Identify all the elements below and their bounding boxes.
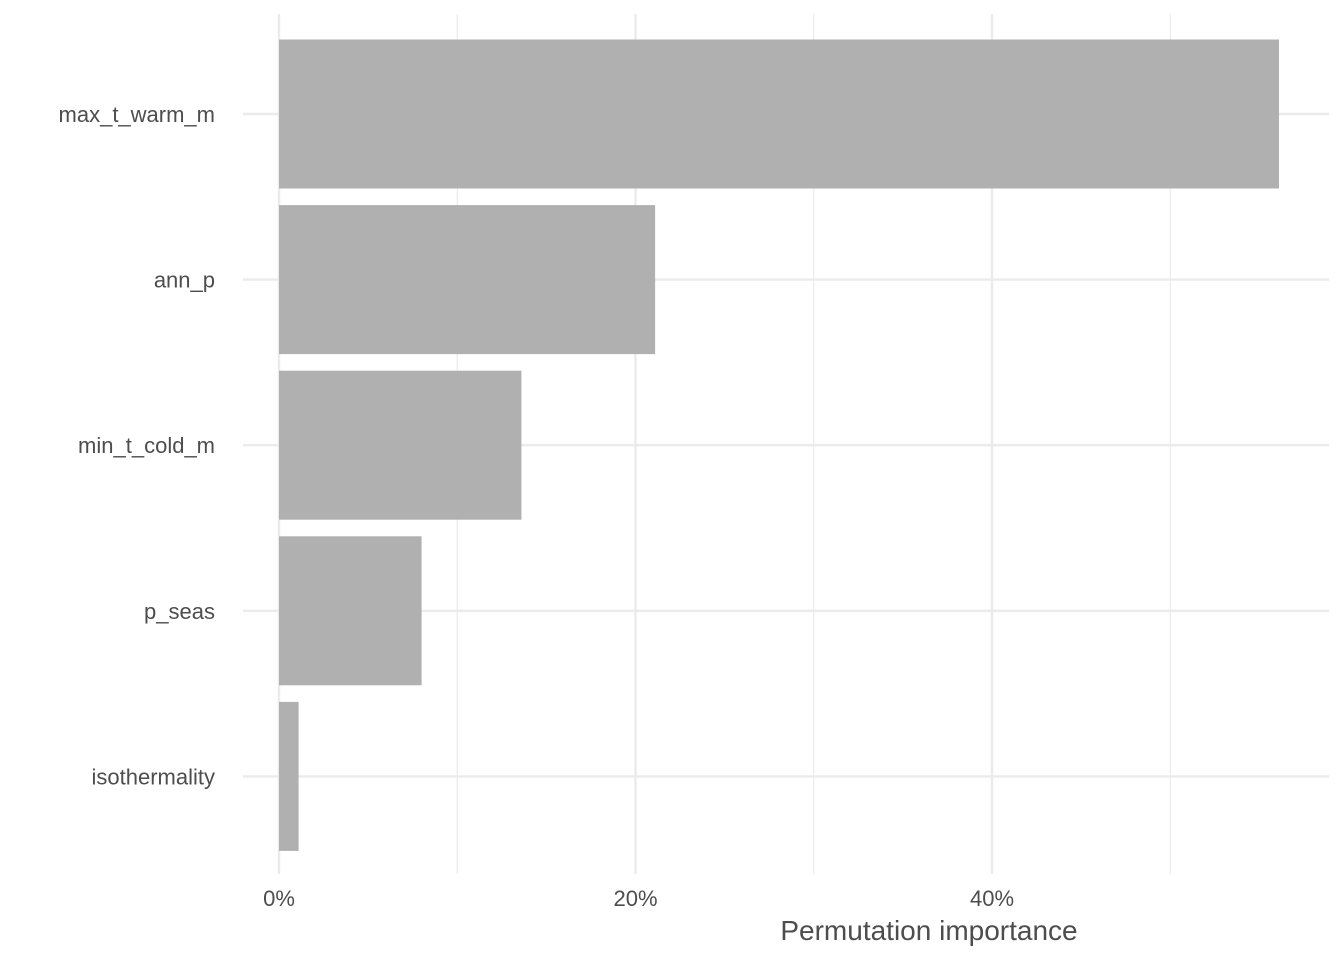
bar-min-t-cold-m [279, 370, 522, 520]
x-tick-label: 40% [970, 886, 1014, 911]
bar-ann-p [279, 205, 656, 355]
bar-p-seas [279, 536, 422, 686]
bars [279, 39, 1279, 851]
x-tick-label: 20% [613, 886, 657, 911]
x-tick-label: 0% [263, 886, 295, 911]
y-tick-label: max_t_warm_m [59, 102, 215, 127]
x-axis-title: Permutation importance [780, 915, 1077, 946]
bar-isothermality [279, 701, 299, 851]
x-axis-tick-labels: 0% 20% 40% [263, 886, 1014, 911]
y-tick-label: isothermality [92, 764, 215, 789]
y-tick-label: ann_p [154, 268, 215, 293]
y-axis-tick-labels: max_t_warm_m ann_p min_t_cold_m p_seasisoth… [59, 102, 215, 789]
y-tick-label: p_seas [144, 599, 215, 624]
y-tick-label: min_t_cold_m [78, 433, 215, 458]
bar-max-t-warm-m [279, 39, 1279, 189]
